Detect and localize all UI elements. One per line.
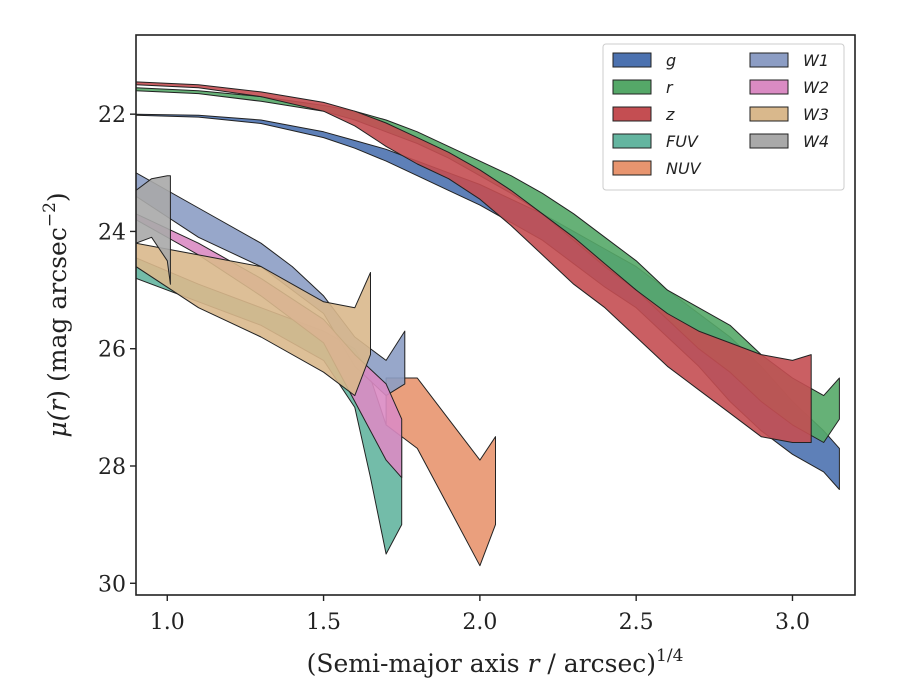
band-w1 <box>136 172 406 397</box>
x-tick-label: 1.0 <box>150 610 185 635</box>
x-axis-label: (Semi-major axis r / arcsec)1/4 <box>307 646 684 678</box>
legend-item-z: z <box>612 105 675 124</box>
y-axis-label: μ(r) (mag arcsec−2) <box>40 192 72 437</box>
x-axis: 1.0 1.5 2.0 2.5 3.0 <box>150 595 810 635</box>
legend-label: W4 <box>803 132 829 151</box>
y-tick-label: 22 <box>98 103 126 128</box>
legend-item-nuv: NUV <box>612 159 702 178</box>
legend-label: g <box>666 51 676 70</box>
legend-item-r: r <box>612 78 674 97</box>
y-tick-label: 28 <box>98 455 126 480</box>
legend-item-g: g <box>612 51 676 70</box>
legend-swatch <box>749 79 789 95</box>
x-tick-label: 2.5 <box>619 610 654 635</box>
legend-item-w1: W1 <box>749 51 829 70</box>
legend-item-w3: W3 <box>749 105 829 124</box>
series-bands <box>136 81 840 567</box>
legend-item-fuv: FUV <box>612 132 699 151</box>
legend-swatch <box>612 160 652 176</box>
legend-label: W1 <box>803 51 829 70</box>
legend: grz FUV NUV W1 W2 W3 W4 <box>602 43 845 191</box>
band-z <box>136 81 812 443</box>
legend-swatch <box>749 52 789 68</box>
legend-item-w4: W4 <box>749 132 829 151</box>
y-tick-label: 30 <box>98 572 126 597</box>
legend-item-w2: W2 <box>749 78 829 97</box>
plot-frame <box>135 34 856 596</box>
legend-label: z <box>665 105 675 124</box>
legend-swatch <box>612 133 652 149</box>
legend-swatch <box>749 133 789 149</box>
legend-swatch <box>612 106 652 122</box>
x-tick-label: 1.5 <box>306 610 341 635</box>
legend-swatch <box>612 52 652 68</box>
band-w4 <box>136 175 171 285</box>
band-nuv <box>385 377 496 567</box>
legend-swatch <box>612 79 652 95</box>
legend-label: r <box>666 78 674 97</box>
legend-label: NUV <box>666 159 702 178</box>
y-tick-label: 26 <box>98 338 126 363</box>
legend-label: W2 <box>803 78 829 97</box>
legend-label: FUV <box>666 132 699 151</box>
band-w3 <box>136 242 371 397</box>
y-tick-label: 24 <box>98 220 126 245</box>
x-tick-label: 2.0 <box>462 610 497 635</box>
y-axis: 22 24 26 28 30 <box>98 103 136 597</box>
x-tick-label: 3.0 <box>775 610 810 635</box>
legend-swatch <box>749 106 789 122</box>
legend-label: W3 <box>803 105 829 124</box>
